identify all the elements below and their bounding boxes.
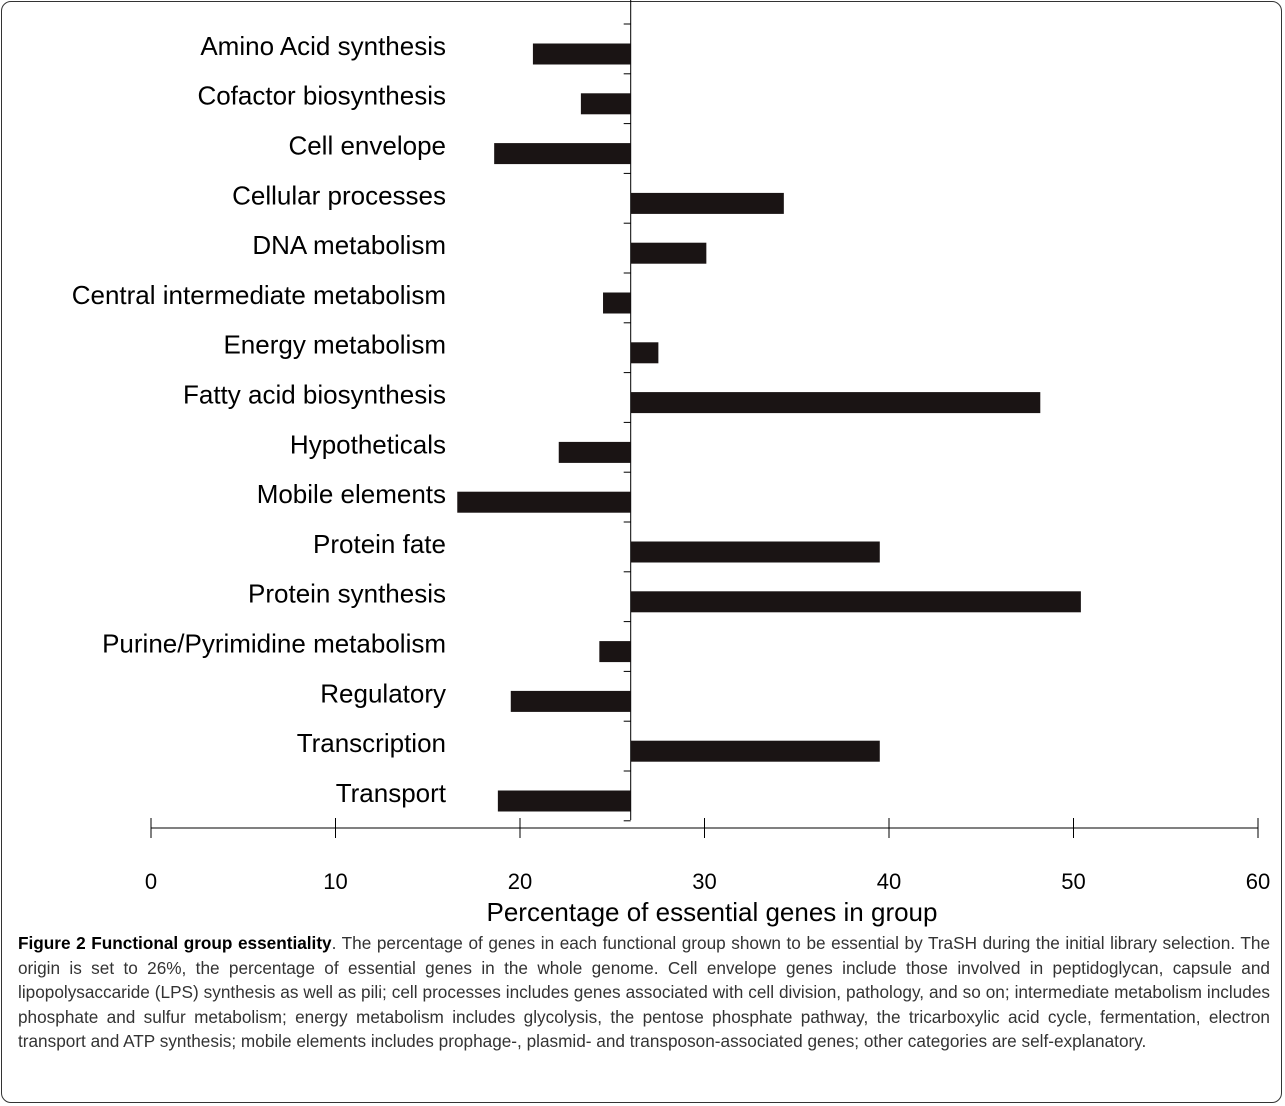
bar <box>510 690 631 712</box>
category-label: Mobile elements <box>257 479 446 509</box>
caption-text: . The percentage of genes in each functi… <box>18 933 1271 1051</box>
x-tick-label: 30 <box>692 869 716 894</box>
x-tick-label: 40 <box>877 869 901 894</box>
caption: Figure 2 Functional group essentiality. … <box>18 931 1270 1054</box>
category-label: Protein fate <box>313 529 446 559</box>
category-label: Hypotheticals <box>290 429 446 459</box>
category-label: Cellular processes <box>232 180 446 210</box>
category-label: Cofactor biosynthesis <box>197 81 446 111</box>
bar <box>532 43 631 65</box>
category-label: Purine/Pyrimidine metabolism <box>102 628 446 658</box>
category-label: Transcription <box>297 728 446 758</box>
x-tick-label: 50 <box>1061 869 1085 894</box>
bar <box>630 342 659 364</box>
caption-label: Figure 2 <box>18 933 86 953</box>
x-axis-title: Percentage of essential genes in group <box>487 897 938 927</box>
chart: Percentage of essential genes in group 0… <box>72 0 1270 927</box>
bar <box>630 242 707 264</box>
bar <box>599 641 631 663</box>
bar <box>630 740 880 762</box>
x-tick-label: 0 <box>145 869 157 894</box>
category-label: Protein synthesis <box>248 579 446 609</box>
category-label: Regulatory <box>320 678 446 708</box>
bar <box>603 292 631 314</box>
bar <box>630 192 784 214</box>
caption-title: Functional group essentiality <box>91 933 332 953</box>
bar <box>494 143 631 165</box>
bar <box>630 591 1081 613</box>
bar <box>630 392 1041 414</box>
category-label: Cell envelope <box>288 130 446 160</box>
bar <box>630 541 880 563</box>
category-label: Amino Acid synthesis <box>200 31 446 61</box>
category-label: Central intermediate metabolism <box>72 280 446 310</box>
category-label: DNA metabolism <box>252 230 446 260</box>
x-tick-label: 60 <box>1246 869 1270 894</box>
bar <box>580 93 631 115</box>
bar <box>497 790 631 812</box>
category-label: Energy metabolism <box>223 330 446 360</box>
category-label: Transport <box>336 778 447 808</box>
x-tick-label: 20 <box>508 869 532 894</box>
x-tick-label: 10 <box>323 869 347 894</box>
bar <box>457 491 631 513</box>
category-label: Fatty acid biosynthesis <box>183 379 446 409</box>
bar <box>558 441 631 463</box>
